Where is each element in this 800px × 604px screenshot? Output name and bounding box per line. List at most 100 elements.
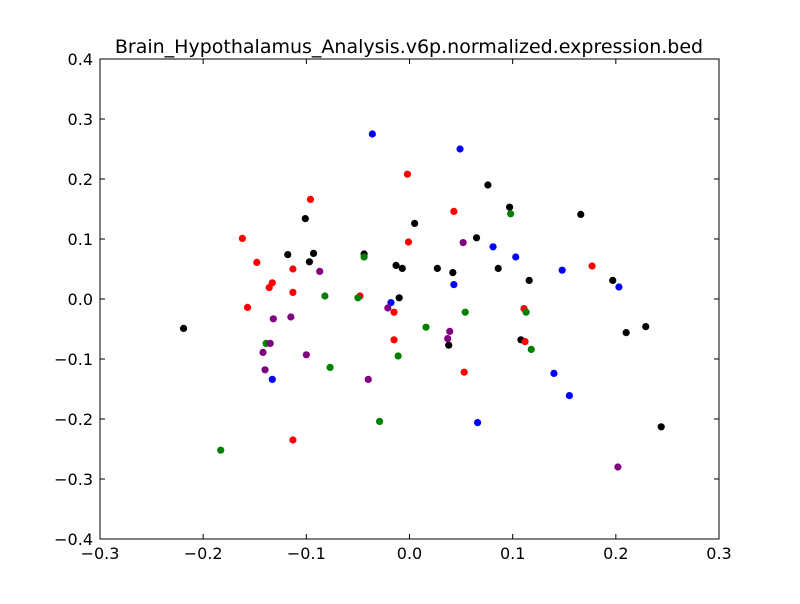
data-point [368,130,376,138]
data-point [525,276,533,284]
y-axis: −0.4 −0.3 −0.2 −0.1 0.0 0.1 0.2 0.3 0.4 [54,50,719,549]
y-tick-label: −0.4 [54,530,93,549]
data-point [306,195,315,203]
data-point [287,313,295,321]
data-point [243,303,252,311]
series-group [259,239,622,471]
data-point [484,181,492,189]
data-point [512,253,520,261]
data-point [489,243,497,251]
data-point [460,368,468,376]
data-point [433,264,441,272]
x-tick-label: 0.3 [706,544,731,563]
x-tick-label: 0.0 [397,544,422,563]
data-point [494,264,502,272]
y-tick-label: −0.2 [54,410,93,429]
data-point [614,463,622,471]
data-point [387,299,395,307]
data-point [289,265,297,273]
data-point [609,276,617,284]
data-point [577,210,585,218]
x-tick-label: 0.2 [603,544,628,563]
data-point [321,292,329,300]
data-point [179,324,188,332]
data-point [422,323,430,331]
data-point [657,423,665,431]
data-point [301,215,309,223]
y-tick-label: 0.0 [68,290,93,309]
data-point [622,329,630,337]
data-point [522,308,530,316]
data-point [360,253,368,261]
data-point [259,348,267,356]
data-point [456,145,464,153]
y-tick-label: −0.3 [54,470,93,489]
data-point [316,267,324,275]
data-point [390,308,398,316]
data-point [265,284,273,292]
data-point [384,304,392,312]
y-tick-label: −0.1 [54,350,93,369]
data-point [521,338,529,346]
data-point [253,258,261,266]
data-point [364,375,372,383]
data-point [309,249,318,257]
data-point [394,352,402,360]
data-point [268,375,276,383]
data-point [472,234,481,242]
series-group [179,181,665,431]
data-point [217,446,225,454]
data-point [261,366,269,374]
data-point [284,251,292,259]
data-point [404,238,413,246]
data-point [289,436,297,444]
data-point [305,258,314,266]
data-point [302,351,310,359]
data-point [354,294,362,302]
data-point [444,335,452,343]
data-point [326,363,334,371]
x-tick-label: −0.2 [184,544,223,563]
data-point [527,345,535,353]
series-group [217,210,535,454]
data-point [565,392,574,400]
data-point [375,417,384,425]
data-point [269,315,277,323]
data-point [238,234,246,242]
data-point [446,327,454,335]
data-point [550,369,558,377]
data-point [450,207,458,215]
x-tick-label: 0.1 [500,544,525,563]
data-point [459,239,467,247]
y-tick-label: 0.4 [68,50,93,69]
x-tick-label: −0.3 [81,544,120,563]
data-point [642,323,650,331]
x-tick-label: −0.1 [287,544,326,563]
y-tick-label: 0.2 [68,170,93,189]
series-group [238,170,596,444]
data-points [179,130,665,471]
data-point [449,269,457,277]
data-point [505,203,514,211]
data-point [266,339,274,347]
plot-frame [99,58,720,540]
y-tick-label: 0.1 [68,230,93,249]
chart-title: Brain_Hypothalamus_Analysis.v6p.normaliz… [115,36,703,58]
data-point [615,283,623,291]
x-axis: −0.3 −0.2 −0.1 0.0 0.1 0.2 0.3 [81,59,732,563]
data-point [450,281,458,289]
data-point [588,262,596,270]
data-point [289,288,297,296]
data-point [558,266,566,274]
data-point [507,210,515,218]
data-point [445,341,453,349]
data-point [390,336,398,344]
y-tick-label: 0.3 [68,110,93,129]
data-point [473,419,482,427]
data-point [395,294,403,302]
data-point [392,261,400,269]
data-point [461,308,469,316]
data-point [411,219,419,227]
